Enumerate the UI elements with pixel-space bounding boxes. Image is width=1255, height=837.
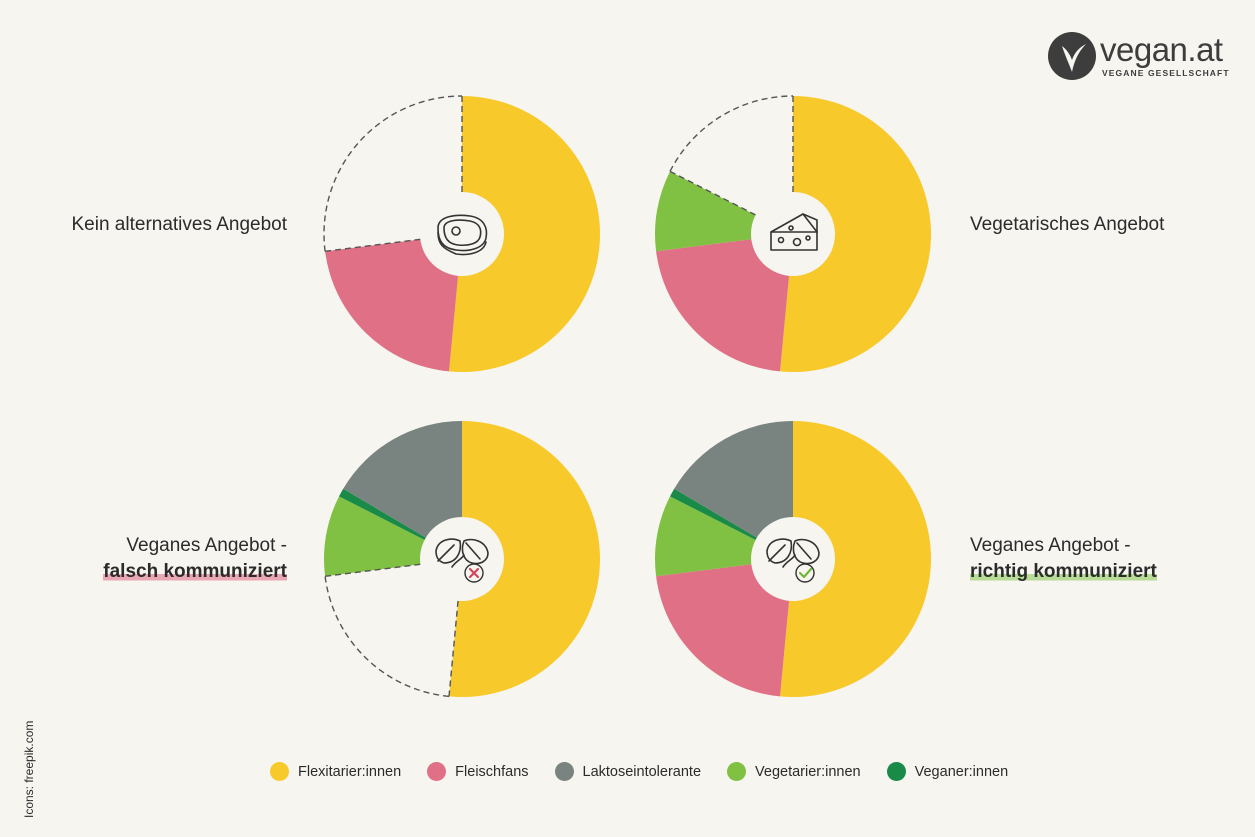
pie-center [751, 517, 835, 601]
legend-swatch [886, 762, 906, 781]
legend-swatch [427, 762, 447, 781]
steak-icon [437, 214, 488, 256]
legend-swatch [270, 762, 289, 781]
pie-chart-4 [655, 421, 931, 697]
logo-leaf-icon [1048, 32, 1096, 80]
chart-title-vegan-right-line1: Veganes Angebot - [970, 535, 1131, 556]
pie-slice-fleischfans [656, 559, 793, 697]
pie-slice-flexitarier-innen [449, 96, 601, 372]
legend-item-meat-fans: Fleischfans [427, 762, 529, 781]
legend-item-flexitarians: Flexitarier:innen [270, 762, 401, 781]
unreached-outline [669, 95, 794, 172]
logo-subtitle: VEGANE GESELLSCHAFT [1102, 68, 1230, 78]
unreached-outline [323, 95, 463, 252]
chart-title-no-alternative: Kein alternatives Angebot [71, 214, 288, 235]
pie-slice-flexitarier-innen [780, 421, 931, 697]
legend-item-vegetarians: Vegetarier:innen [727, 762, 861, 781]
legend-label: Laktoseintolerante [582, 763, 702, 780]
leaf-cross-icon [435, 538, 489, 583]
chart-title-vegan-wrong: Veganes Angebot - falsch kommuniziert [103, 533, 287, 585]
legend-label: Fleischfans [455, 763, 529, 780]
legend: Flexitarier:innen Fleischfans Laktoseint… [270, 762, 1008, 781]
unreached-boundary [448, 600, 459, 697]
pie-slice-flexitarier-innen [449, 421, 600, 697]
unreached-outline [324, 576, 450, 698]
pie-slice-unreached [325, 559, 462, 697]
logo-name: vegan.at [1100, 31, 1223, 68]
pie-chart-3 [324, 421, 600, 698]
icon-credit: Icons: freepik.com [22, 720, 36, 818]
pie-slice-fleischfans [656, 234, 793, 372]
brand-logo: vegan.at VEGANE GESELLSCHAFT [1048, 30, 1238, 82]
pie-slice-laktoseintolerante [674, 421, 793, 559]
pie-slice-flexitarier-innen [780, 96, 932, 373]
unreached-boundary [325, 238, 421, 252]
pie-center [420, 517, 504, 601]
legend-label: Vegetarier:innen [755, 763, 861, 780]
legend-item-vegans: Veganer:innen [886, 762, 1009, 781]
legend-item-lactose: Laktoseintolerante [554, 762, 702, 781]
unreached-boundary [669, 170, 756, 216]
leaf-check-icon [766, 538, 820, 583]
chart-title-vegetarian: Vegetarisches Angebot [970, 214, 1165, 235]
pie-chart-2 [655, 95, 932, 373]
pie-chart-1 [323, 95, 601, 372]
pie-center [420, 192, 504, 276]
chart-title-vegan-wrong-line1: Veganes Angebot - [126, 535, 287, 556]
legend-swatch [727, 762, 747, 781]
legend-label: Flexitarier:innen [298, 763, 402, 780]
chart-title-vegan-wrong-line2: falsch kommuniziert [103, 561, 287, 582]
legend-swatch [554, 762, 574, 781]
cheese-icon [770, 213, 818, 251]
pie-slice-fleischfans [325, 234, 462, 372]
pie-slice-unreached [670, 95, 793, 234]
pie-slice-laktoseintolerante [343, 421, 462, 559]
pie-center [751, 192, 835, 276]
unreached-boundary [325, 563, 421, 577]
legend-label: Veganer:innen [914, 763, 1009, 780]
chart-title-vegan-right-line2: richtig kommuniziert [970, 561, 1157, 582]
chart-title-vegan-right: Veganes Angebot - richtig kommuniziert [970, 533, 1157, 585]
